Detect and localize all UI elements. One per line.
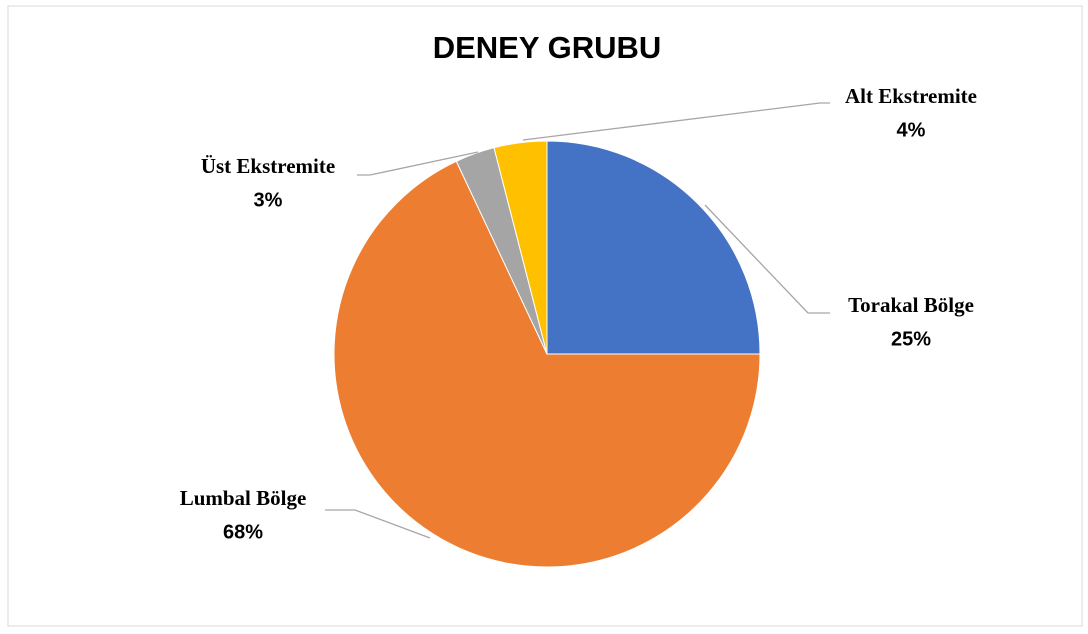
pie-slice [546, 140, 761, 355]
slice-label: Torakal Bölge [848, 293, 974, 317]
chart-title: DENEY GRUBU [433, 30, 662, 65]
data-label: 3% [254, 189, 283, 211]
leader-line [522, 102, 830, 141]
pie-slice [493, 140, 548, 355]
pie-slice [333, 160, 761, 568]
data-label: 68% [223, 521, 263, 543]
leader-line [357, 151, 479, 176]
data-label: 4% [897, 119, 926, 141]
slice-label: Üst Ekstremite [201, 154, 335, 178]
data-label: 25% [891, 328, 931, 350]
slice-label: Lumbal Bölge [180, 486, 307, 510]
slice-label: Alt Ekstremite [845, 84, 977, 108]
leader-line [704, 204, 830, 314]
leader-line [325, 509, 431, 539]
